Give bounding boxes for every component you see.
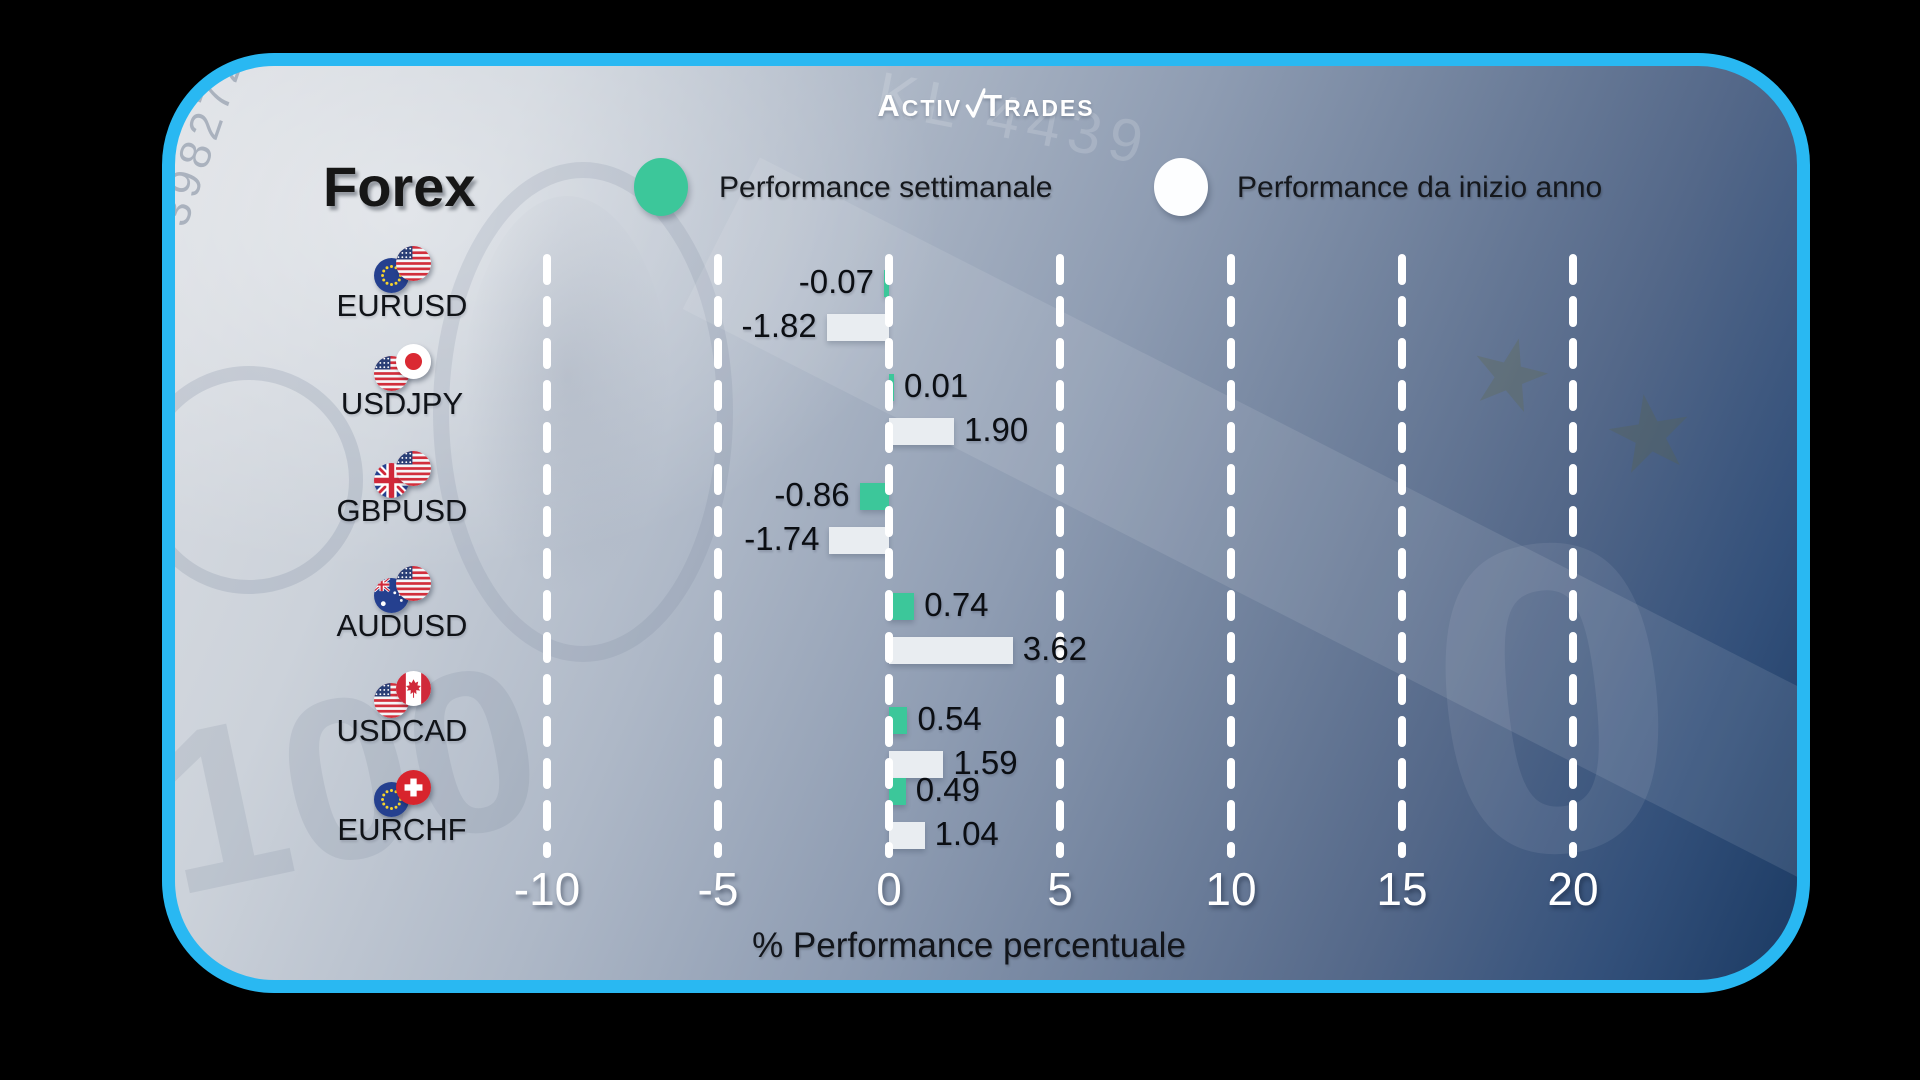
flag-us-icon xyxy=(396,246,431,281)
x-tick--5: -5 xyxy=(697,863,739,915)
value-label-weekly-GBPUSD: -0.86 xyxy=(774,476,850,513)
bar-ytd-USDJPY xyxy=(889,418,954,445)
bar-weekly-USDJPY xyxy=(889,374,894,401)
logo-check-icon xyxy=(965,88,986,118)
x-tick--10: -10 xyxy=(513,863,581,915)
activtrades-logo: Activ Trades xyxy=(877,88,1094,124)
flag-pair-AUDUSD xyxy=(374,566,431,613)
pair-label-EURCHF: EURCHF xyxy=(337,812,467,847)
legend-weekly-swatch-icon xyxy=(634,158,688,216)
flag-pair-EURUSD xyxy=(374,246,431,293)
legend-ytd-swatch-icon xyxy=(1154,158,1208,216)
bar-weekly-EURUSD xyxy=(884,270,889,297)
bar-ytd-USDCAD xyxy=(889,751,944,778)
value-label-weekly-USDCAD: 0.54 xyxy=(917,700,982,737)
value-label-ytd-EURUSD: -1.82 xyxy=(741,307,817,344)
bar-weekly-USDCAD xyxy=(889,707,908,734)
flag-us-icon xyxy=(396,566,431,601)
value-label-weekly-EURUSD: -0.07 xyxy=(798,263,874,300)
bar-weekly-EURCHF xyxy=(889,778,906,805)
bar-chart: -10 -5 0 5 10 15 20 EURUSD -0.07 -1.82 USDJPY 0.01 1… xyxy=(175,66,1797,980)
x-tick-5: 5 xyxy=(1047,863,1073,915)
page-title: Forex xyxy=(323,155,476,218)
flag-pair-GBPUSD xyxy=(374,451,431,498)
value-label-ytd-GBPUSD: -1.74 xyxy=(744,520,820,557)
bar-ytd-GBPUSD xyxy=(829,527,889,554)
value-label-ytd-USDCAD: 1.59 xyxy=(953,744,1018,781)
legend-ytd-label: Performance da inizio anno xyxy=(1237,171,1603,204)
pair-label-GBPUSD: GBPUSD xyxy=(336,493,468,528)
pair-label-USDJPY: USDJPY xyxy=(340,386,464,421)
value-label-weekly-USDJPY: 0.01 xyxy=(904,367,969,404)
flag-ca-icon xyxy=(396,671,431,706)
logo-part2: Trades xyxy=(983,88,1095,123)
flag-ch-icon xyxy=(396,770,431,805)
logo-part1: Activ xyxy=(877,88,963,123)
pair-label-EURUSD: EURUSD xyxy=(336,288,468,323)
bar-ytd-AUDUSD xyxy=(889,637,1013,664)
x-tick-15: 15 xyxy=(1376,863,1428,915)
flag-us-icon xyxy=(396,451,431,486)
flag-pair-USDCAD xyxy=(374,671,431,718)
chart-card: 398272 KL 4439 100 ★ ★ 0 Activ Trades For… xyxy=(162,53,1810,993)
flag-pair-EURCHF xyxy=(374,770,431,817)
bar-ytd-EURUSD xyxy=(826,314,889,341)
x-axis-title: % Performance percentuale xyxy=(752,926,1186,965)
flag-pair-USDJPY xyxy=(374,344,431,391)
bar-weekly-AUDUSD xyxy=(889,593,915,620)
x-tick-10: 10 xyxy=(1205,863,1257,915)
value-label-ytd-AUDUSD: 3.62 xyxy=(1022,630,1088,667)
bar-weekly-GBPUSD xyxy=(859,483,889,510)
bar-ytd-EURCHF xyxy=(889,822,925,849)
value-label-weekly-EURCHF: 0.49 xyxy=(915,771,980,808)
legend-weekly-label: Performance settimanale xyxy=(719,171,1053,204)
x-tick-20: 20 xyxy=(1547,863,1599,915)
x-tick-0: 0 xyxy=(876,863,902,915)
value-label-ytd-USDJPY: 1.90 xyxy=(963,411,1029,448)
pair-label-USDCAD: USDCAD xyxy=(336,713,468,748)
value-label-ytd-EURCHF: 1.04 xyxy=(934,815,999,852)
pair-label-AUDUSD: AUDUSD xyxy=(336,608,468,643)
flag-jp-icon xyxy=(396,344,431,379)
value-label-weekly-AUDUSD: 0.74 xyxy=(924,586,989,623)
